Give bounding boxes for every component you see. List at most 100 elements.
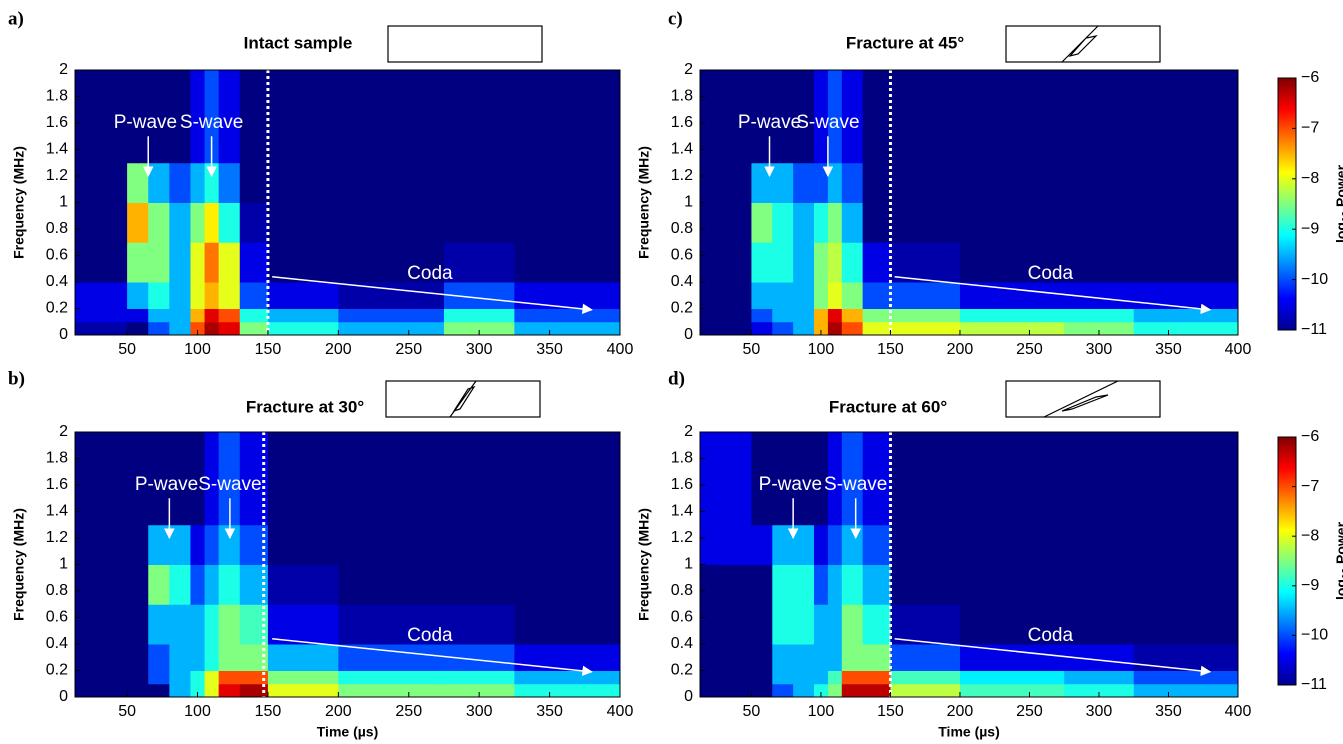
coda-arrow: [272, 275, 593, 315]
heat-cell: [239, 202, 269, 243]
fracture: [1061, 25, 1099, 63]
heat-cell: [890, 564, 961, 605]
heat-cell: [127, 70, 149, 164]
heat-cell: [793, 321, 815, 336]
heat-cell: [514, 308, 621, 323]
x-tick-label: 350: [1155, 341, 1182, 358]
heat-cell: [218, 282, 241, 309]
sample-icon: [1005, 25, 1161, 63]
y-tick-label: 0: [59, 326, 68, 343]
heat-cell: [841, 321, 864, 336]
heat-cell: [239, 321, 269, 336]
heat-cell: [338, 70, 445, 164]
heat-cell: [148, 524, 170, 565]
heat-cell: [514, 564, 621, 605]
heat-cell: [700, 524, 752, 565]
heat-cell: [1133, 308, 1239, 323]
heat-cell: [75, 432, 128, 526]
heat-cell: [700, 202, 752, 243]
x-axis-label: Time (µs): [938, 724, 1000, 740]
heat-cell: [862, 282, 891, 309]
heat-cell: [148, 670, 170, 685]
heat-cell: [890, 242, 961, 283]
heat-cell: [267, 162, 339, 203]
y-tick-label: 1.2: [671, 529, 693, 546]
heat-cell: [813, 524, 829, 565]
x-tick-label: 400: [1225, 341, 1252, 358]
heat-cell: [75, 524, 128, 565]
heat-cell: [190, 202, 206, 243]
heat-cell: [1133, 321, 1239, 336]
heat-cell: [127, 242, 149, 283]
heat-cell: [827, 683, 843, 698]
heat-cell: [772, 202, 794, 243]
heat-cell: [890, 604, 961, 645]
heat-cell: [959, 644, 1065, 671]
coda-label: Coda: [407, 625, 453, 646]
heat-cell: [793, 70, 815, 164]
heat-cell: [218, 321, 241, 336]
heat-cell: [443, 321, 515, 336]
heat-cell: [514, 644, 621, 671]
heat-cell: [127, 683, 149, 698]
colorbar-tick-label: −7: [1301, 120, 1319, 137]
heat-cell: [267, 242, 339, 283]
heat-cell: [1133, 683, 1239, 698]
heat-cell: [148, 308, 170, 323]
x-tick-label: 200: [325, 341, 352, 358]
heat-cell: [218, 70, 241, 164]
y-tick-label: 0.2: [46, 662, 68, 679]
heat-cell: [890, 432, 961, 526]
heat-cell: [169, 282, 191, 309]
y-tick-label: 2: [59, 423, 68, 440]
heat-cell: [169, 683, 191, 698]
heat-cell: [841, 524, 864, 565]
colorbar-label-rest: Power: [1333, 164, 1343, 210]
heat-cell: [841, 202, 864, 243]
heat-cell: [862, 604, 891, 645]
heat-cell: [862, 524, 891, 565]
heat-cell: [75, 670, 128, 685]
heat-cell: [148, 70, 170, 164]
heat-cell: [190, 162, 206, 203]
x-tick-label: 300: [466, 341, 493, 358]
heat-cell: [190, 524, 206, 565]
y-tick-label: 0.6: [46, 609, 68, 626]
heat-cell: [148, 282, 170, 309]
y-tick-label: 0.6: [46, 247, 68, 264]
heat-cell: [751, 282, 773, 309]
heat-cell: [959, 308, 1065, 323]
sample-icon: [387, 25, 543, 63]
heat-cell: [890, 162, 961, 203]
y-tick-label: 0: [684, 326, 693, 343]
heat-cell: [204, 242, 220, 283]
colorbar-label: log10 Power: [1333, 521, 1343, 600]
heat-cell: [443, 242, 515, 283]
colorbar: [1277, 436, 1297, 686]
heat-cell: [239, 282, 269, 309]
heat-cell: [813, 321, 829, 336]
heat-cell: [75, 242, 128, 283]
x-tick-label: 200: [947, 341, 974, 358]
heat-cell: [148, 683, 170, 698]
heat-cell: [148, 564, 170, 605]
heat-cell: [862, 70, 891, 164]
coda-arrow: [894, 275, 1212, 315]
y-axis-label: Frequency (MHz): [636, 508, 652, 621]
heat-cell: [169, 321, 191, 336]
y-tick-label: 1.6: [671, 114, 693, 131]
heat-cell: [204, 524, 220, 565]
heat-cell: [772, 282, 794, 309]
heat-cell: [827, 321, 843, 336]
heat-cell: [1133, 162, 1239, 203]
y-tick-label: 1.4: [671, 141, 693, 158]
heat-cell: [1064, 70, 1135, 164]
heat-cell: [1064, 242, 1135, 283]
y-tick-label: 0.4: [671, 273, 693, 290]
heat-cell: [862, 683, 891, 698]
heat-cell: [443, 670, 515, 685]
heat-cell: [127, 432, 149, 526]
heat-cell: [841, 308, 864, 323]
heat-cell: [267, 670, 339, 685]
heat-cell: [700, 670, 752, 685]
